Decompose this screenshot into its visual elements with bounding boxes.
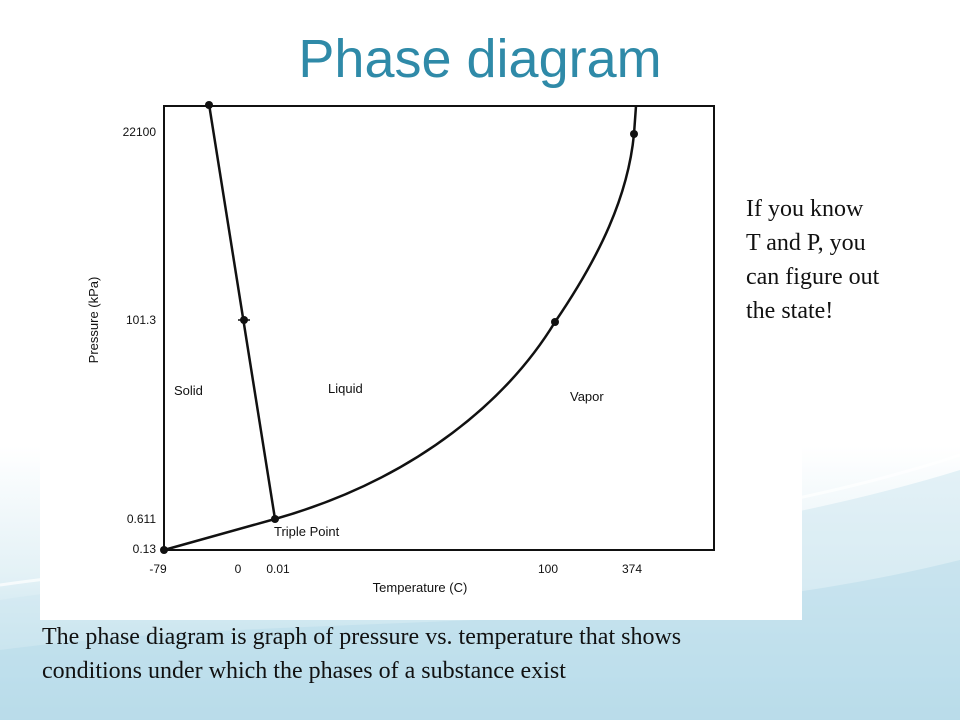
triple-point-marker [271, 515, 279, 523]
x-tick-0: 0 [235, 562, 242, 576]
side-note-line: If you know [746, 196, 864, 222]
y-tick-101-3: 101.3 [126, 313, 156, 327]
x-tick-100: 100 [538, 562, 558, 576]
side-note: If you know T and P, you can figure out … [746, 192, 946, 328]
y-tick-0-611: 0.611 [127, 512, 156, 526]
melting-curve-top-point [205, 101, 213, 109]
side-note-line: the state! [746, 298, 834, 324]
y-tick-0-13: 0.13 [133, 542, 157, 556]
plot-frame [163, 105, 715, 551]
region-label-vapor: Vapor [570, 389, 604, 404]
critical-point-marker [630, 130, 638, 138]
sublimation-start-point [160, 546, 168, 554]
caption-line: The phase diagram is graph of pressure v… [42, 624, 682, 650]
caption-line: conditions under which the phases of a s… [42, 658, 566, 684]
x-tick-374: 374 [622, 562, 642, 576]
x-tick-0-01: 0.01 [266, 562, 290, 576]
slide-caption: The phase diagram is graph of pressure v… [42, 620, 942, 688]
y-tick-22100: 22100 [123, 125, 157, 139]
y-axis-label: Pressure (kPa) [86, 277, 101, 364]
region-label-solid: Solid [174, 383, 203, 398]
side-note-line: can figure out [746, 264, 880, 290]
slide-title: Phase diagram [298, 29, 662, 89]
x-axis-label: Temperature (C) [373, 580, 468, 595]
x-tick-minus-79: -79 [149, 562, 167, 576]
triple-point-label: Triple Point [274, 524, 340, 539]
sublimation-curve [163, 517, 276, 552]
vaporization-curve [274, 105, 638, 521]
region-label-liquid: Liquid [328, 381, 363, 396]
melting-curve [207, 103, 277, 520]
side-note-line: T and P, you [746, 230, 866, 256]
normal-boiling-point-marker [551, 318, 559, 326]
phase-diagram: Pressure (kPa) 22100 101.3 0.611 0.13 -7… [40, 96, 802, 620]
